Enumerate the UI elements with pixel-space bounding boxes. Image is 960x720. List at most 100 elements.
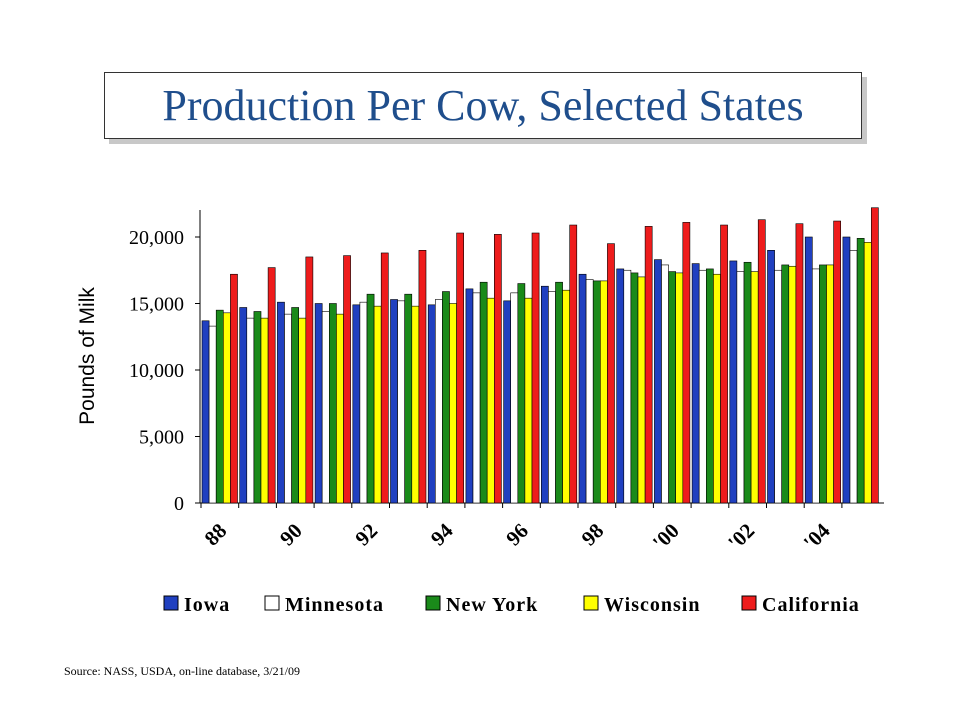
bar-minnesota — [849, 250, 858, 504]
bar-wisconsin — [524, 297, 533, 504]
bar-new-york — [856, 238, 865, 504]
bar-minnesota — [359, 301, 368, 504]
bar-minnesota — [434, 299, 443, 504]
legend-swatch-california — [741, 595, 757, 611]
x-tick-label: 88 — [200, 519, 232, 551]
bar-minnesota — [548, 291, 556, 504]
y-tick-label: 5,000 — [139, 427, 184, 449]
bar-minnesota — [661, 264, 669, 504]
bar-new-york — [555, 281, 563, 504]
bar-wisconsin — [675, 272, 684, 504]
slide-title: Production Per Cow, Selected States — [162, 81, 804, 130]
bar-minnesota — [585, 279, 594, 504]
bar-wisconsin — [599, 280, 608, 504]
bar-iowa — [503, 300, 512, 504]
y-tick-label: 0 — [174, 493, 184, 515]
bar-california — [720, 224, 728, 504]
bar-minnesota — [698, 269, 707, 504]
bar-wisconsin — [411, 305, 420, 504]
legend-label: New York — [446, 594, 538, 616]
x-tick-label: '02 — [723, 519, 759, 555]
legend-label: Wisconsin — [604, 594, 700, 616]
bar-iowa — [842, 236, 851, 504]
bar-iowa — [729, 260, 738, 504]
bar-california — [607, 243, 615, 504]
bar-minnesota — [284, 313, 292, 504]
bar-new-york — [215, 309, 224, 504]
bar-california — [531, 232, 540, 504]
bar-iowa — [427, 304, 436, 504]
bar-new-york — [517, 283, 526, 504]
x-tick-label: 90 — [275, 519, 307, 551]
legend-swatch-new-york — [425, 595, 441, 611]
bar-iowa — [314, 303, 323, 504]
bar-wisconsin — [562, 289, 570, 504]
bar-wisconsin — [298, 317, 307, 504]
bar-california — [569, 224, 578, 504]
bar-new-york — [630, 272, 639, 504]
bar-new-york — [366, 293, 375, 504]
bar-iowa — [578, 273, 587, 504]
source-note: Source: NASS, USDA, on-line database, 3/… — [64, 664, 300, 678]
y-axis-label: Pounds of Milk — [76, 287, 99, 425]
bar-iowa — [804, 236, 813, 504]
bar-california — [230, 273, 238, 504]
y-tick-label: 15,000 — [129, 294, 184, 316]
bar-california — [305, 256, 314, 504]
bar-minnesota — [246, 317, 255, 504]
x-tick-label: 98 — [577, 519, 609, 551]
bar-minnesota — [321, 311, 330, 504]
bar-california — [644, 226, 653, 504]
title-box: Production Per Cow, Selected States — [104, 72, 862, 139]
bar-california — [870, 207, 879, 504]
x-tick-label: '04 — [799, 518, 835, 554]
bar-new-york — [743, 261, 752, 504]
bar-minnesota — [774, 269, 782, 504]
legend-swatch-minnesota — [264, 595, 280, 611]
bar-new-york — [404, 293, 413, 504]
bar-minnesota — [811, 268, 820, 504]
x-tick-label: 92 — [350, 519, 382, 551]
bar-iowa — [352, 304, 361, 504]
legend-label: Minnesota — [285, 594, 384, 616]
bar-wisconsin — [336, 313, 344, 504]
bar-new-york — [781, 264, 790, 504]
bar-minnesota — [510, 292, 519, 504]
bar-wisconsin — [260, 317, 269, 504]
legend-label: California — [762, 594, 860, 616]
bar-new-york — [819, 264, 827, 504]
bar-minnesota — [736, 271, 745, 504]
bar-iowa — [767, 250, 775, 504]
x-tick-label: 96 — [501, 519, 533, 551]
bar-california — [380, 252, 389, 504]
bar-california — [795, 223, 804, 504]
bar-new-york — [479, 281, 488, 504]
bar-iowa — [540, 285, 549, 504]
bar-new-york — [592, 280, 601, 504]
bar-minnesota — [472, 292, 481, 504]
bar-new-york — [328, 303, 337, 504]
bar-minnesota — [623, 269, 632, 504]
bar-california — [456, 232, 465, 504]
bar-iowa — [616, 268, 625, 504]
bar-iowa — [465, 288, 474, 504]
bar-california — [418, 250, 427, 504]
bar-new-york — [668, 271, 676, 504]
bar-new-york — [253, 311, 262, 504]
bar-california — [757, 219, 766, 504]
bar-new-york — [705, 268, 714, 504]
bar-wisconsin — [713, 273, 721, 504]
bar-minnesota — [397, 300, 406, 504]
bar-california — [833, 220, 841, 504]
bar-minnesota — [208, 325, 217, 504]
legend-swatch-iowa — [163, 595, 179, 611]
bar-wisconsin — [637, 276, 646, 504]
bar-iowa — [239, 307, 248, 504]
bar-wisconsin — [750, 271, 759, 504]
bar-california — [493, 234, 502, 504]
bar-iowa — [390, 299, 398, 504]
x-tick-label: 94 — [426, 518, 458, 550]
y-tick-label: 20,000 — [129, 227, 184, 249]
bar-wisconsin — [863, 242, 872, 504]
